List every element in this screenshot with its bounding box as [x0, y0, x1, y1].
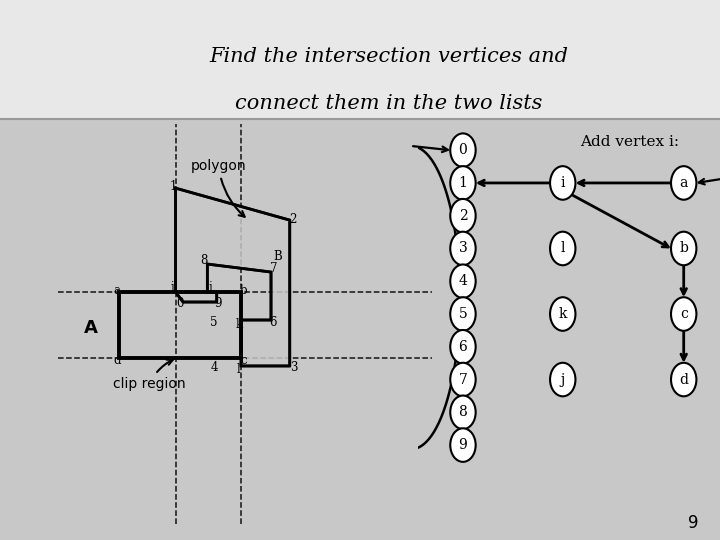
Text: 9: 9	[214, 296, 222, 310]
Text: 4: 4	[210, 361, 218, 374]
Text: a: a	[680, 176, 688, 190]
Text: 2: 2	[289, 213, 297, 226]
Text: k: k	[235, 318, 243, 330]
Text: c: c	[240, 354, 247, 367]
Text: 0: 0	[176, 296, 184, 310]
Text: i: i	[560, 176, 565, 190]
Text: d: d	[113, 354, 120, 367]
Text: 8: 8	[201, 254, 208, 267]
Circle shape	[671, 297, 696, 331]
Text: j: j	[209, 281, 212, 294]
Circle shape	[450, 395, 476, 429]
Circle shape	[450, 330, 476, 363]
Circle shape	[450, 428, 476, 462]
Circle shape	[450, 297, 476, 331]
Text: polygon: polygon	[191, 159, 246, 217]
Circle shape	[450, 232, 476, 265]
Bar	[120, 292, 241, 358]
Text: clip region: clip region	[113, 360, 186, 391]
Text: 3: 3	[289, 361, 297, 374]
Text: d: d	[679, 373, 688, 387]
Text: b: b	[240, 285, 247, 298]
Text: b: b	[679, 241, 688, 255]
Circle shape	[450, 265, 476, 298]
Circle shape	[450, 133, 476, 167]
Text: Add vertex i:: Add vertex i:	[580, 135, 679, 149]
Text: 7: 7	[270, 262, 278, 275]
Text: 2: 2	[459, 208, 467, 222]
Text: 1: 1	[169, 180, 176, 193]
Text: 6: 6	[269, 315, 276, 328]
Circle shape	[450, 166, 476, 200]
Text: 5: 5	[210, 315, 218, 328]
Text: l: l	[237, 363, 240, 376]
Text: Find the intersection vertices and: Find the intersection vertices and	[210, 47, 568, 66]
Circle shape	[671, 232, 696, 265]
Circle shape	[671, 363, 696, 396]
Text: j: j	[561, 373, 565, 387]
Text: i: i	[171, 281, 175, 294]
Text: 3: 3	[459, 241, 467, 255]
Text: 9: 9	[688, 514, 698, 532]
Text: 7: 7	[459, 373, 467, 387]
Text: 8: 8	[459, 406, 467, 420]
Text: c: c	[680, 307, 688, 321]
Circle shape	[550, 363, 575, 396]
Text: connect them in the two lists: connect them in the two lists	[235, 94, 542, 113]
Circle shape	[671, 166, 696, 200]
Circle shape	[550, 297, 575, 331]
Circle shape	[550, 166, 575, 200]
Polygon shape	[176, 188, 289, 366]
Circle shape	[450, 363, 476, 396]
Text: A: A	[84, 319, 98, 337]
Text: 0: 0	[459, 143, 467, 157]
Text: l: l	[560, 241, 565, 255]
Text: B: B	[273, 249, 282, 262]
Text: k: k	[559, 307, 567, 321]
Text: 1: 1	[459, 176, 467, 190]
Text: 9: 9	[459, 438, 467, 452]
Text: 4: 4	[459, 274, 467, 288]
Circle shape	[450, 199, 476, 233]
Text: 6: 6	[459, 340, 467, 354]
Text: a: a	[113, 285, 120, 298]
Circle shape	[550, 232, 575, 265]
Text: 5: 5	[459, 307, 467, 321]
